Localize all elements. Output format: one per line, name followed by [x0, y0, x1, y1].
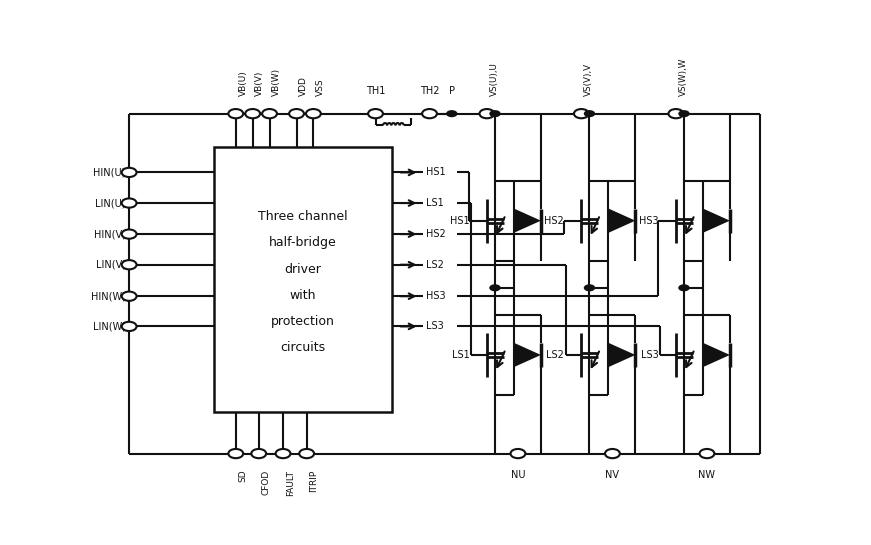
Circle shape	[699, 449, 714, 458]
Circle shape	[252, 449, 267, 458]
Text: LS2: LS2	[426, 260, 444, 270]
Circle shape	[446, 110, 457, 117]
Text: VS(V),V: VS(V),V	[584, 63, 593, 95]
Circle shape	[246, 109, 260, 118]
Circle shape	[510, 449, 525, 458]
Polygon shape	[514, 343, 541, 367]
Text: VDD: VDD	[300, 76, 308, 95]
Text: HS2: HS2	[426, 229, 446, 239]
Bar	[213, 147, 392, 411]
Circle shape	[122, 168, 137, 177]
Text: HS1: HS1	[426, 167, 446, 178]
Circle shape	[122, 322, 137, 331]
Text: VB(U): VB(U)	[239, 70, 247, 95]
Polygon shape	[608, 343, 636, 367]
Text: protection: protection	[271, 314, 334, 328]
Text: LS1: LS1	[426, 198, 444, 208]
Circle shape	[122, 292, 137, 301]
Text: NV: NV	[605, 470, 619, 480]
Text: TH1: TH1	[366, 86, 385, 96]
Circle shape	[422, 109, 437, 118]
Text: VS(W),W: VS(W),W	[679, 57, 687, 95]
Text: Three channel: Three channel	[258, 210, 348, 223]
Text: driver: driver	[285, 263, 321, 276]
Text: CFOD: CFOD	[261, 470, 270, 495]
Text: HIN(U): HIN(U)	[93, 167, 125, 178]
Circle shape	[300, 449, 314, 458]
Text: with: with	[290, 288, 316, 301]
Circle shape	[368, 109, 383, 118]
Text: HS3: HS3	[426, 291, 446, 301]
Circle shape	[668, 109, 684, 118]
Text: VS(U),U: VS(U),U	[490, 62, 498, 95]
Polygon shape	[608, 209, 636, 233]
Circle shape	[679, 110, 690, 117]
Circle shape	[574, 109, 589, 118]
Text: LIN(W): LIN(W)	[92, 322, 125, 331]
Circle shape	[584, 284, 595, 292]
Text: VB(V): VB(V)	[255, 70, 265, 95]
Text: HS1: HS1	[449, 216, 469, 226]
Text: FAULT: FAULT	[286, 470, 294, 495]
Text: LIN(U): LIN(U)	[95, 198, 125, 208]
Circle shape	[228, 109, 243, 118]
Circle shape	[289, 109, 304, 118]
Text: LS2: LS2	[546, 350, 564, 360]
Circle shape	[262, 109, 277, 118]
Text: circuits: circuits	[280, 341, 326, 354]
Polygon shape	[514, 209, 541, 233]
Circle shape	[605, 449, 620, 458]
Text: LS1: LS1	[451, 350, 469, 360]
Text: HIN(W): HIN(W)	[91, 291, 125, 301]
Text: ITRIP: ITRIP	[309, 470, 319, 492]
Polygon shape	[703, 343, 730, 367]
Text: HIN(V): HIN(V)	[94, 229, 125, 239]
Text: TH2: TH2	[420, 86, 439, 96]
Text: NW: NW	[699, 470, 715, 480]
Text: SD: SD	[239, 470, 247, 482]
Circle shape	[228, 449, 243, 458]
Circle shape	[490, 110, 501, 117]
Text: P: P	[449, 86, 455, 96]
Circle shape	[584, 110, 595, 117]
Circle shape	[275, 449, 290, 458]
Circle shape	[479, 109, 495, 118]
Polygon shape	[703, 209, 730, 233]
Text: HS3: HS3	[638, 216, 658, 226]
Circle shape	[490, 284, 501, 292]
Circle shape	[122, 198, 137, 208]
Circle shape	[679, 284, 690, 292]
Text: LIN(V): LIN(V)	[96, 260, 125, 270]
Text: LS3: LS3	[426, 322, 444, 331]
Text: VB(W): VB(W)	[273, 68, 281, 95]
Text: LS3: LS3	[640, 350, 658, 360]
Text: HS2: HS2	[544, 216, 564, 226]
Circle shape	[122, 260, 137, 269]
Text: NU: NU	[510, 470, 525, 480]
Circle shape	[122, 229, 137, 239]
Text: VSS: VSS	[316, 78, 325, 95]
Text: half-bridge: half-bridge	[269, 237, 337, 250]
Circle shape	[306, 109, 321, 118]
